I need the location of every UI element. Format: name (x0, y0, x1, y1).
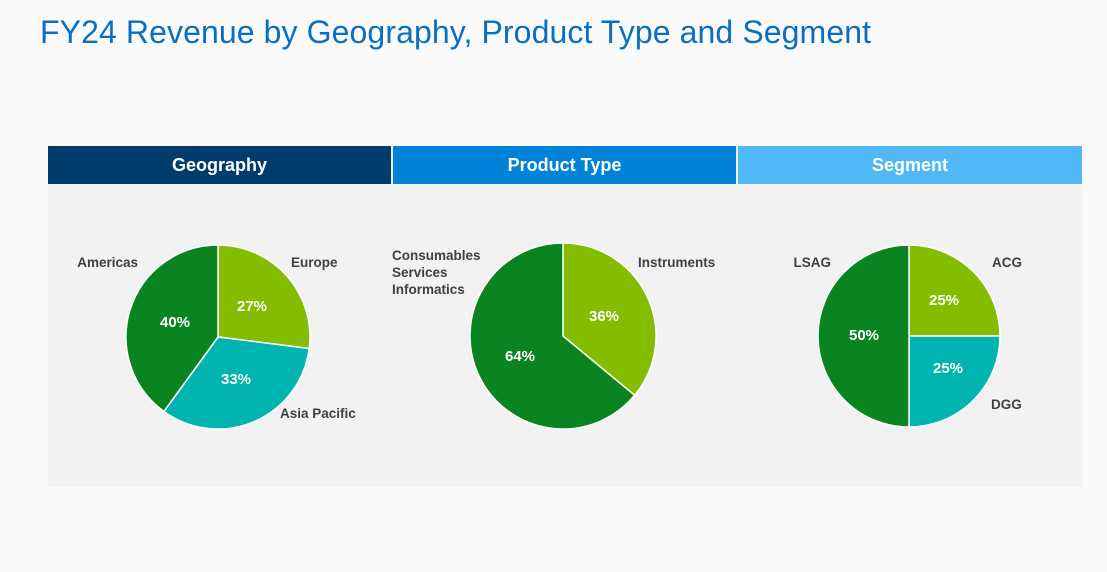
value-label-europe: 27% (237, 298, 267, 315)
pie-slice-europe (217, 244, 311, 350)
geography-pie: 27% Europe 33% Asia Pacific 40% Americas (77, 244, 356, 430)
category-label-dgg: DGG (991, 397, 1022, 412)
product-type-pie: 36% Instruments 64% Consumables Services Info… (392, 242, 715, 430)
category-label-acg: ACG (992, 255, 1022, 270)
value-label-instruments: 36% (589, 308, 619, 325)
value-label-lsag: 50% (849, 327, 879, 344)
value-label-consumables-services-informatics: 64% (505, 348, 535, 365)
pie-slice-dgg (908, 335, 1001, 428)
pie-slice-acg (908, 244, 1001, 337)
product-type-header: Product Type (393, 146, 736, 184)
pie-slice-asia-pacific (162, 336, 311, 430)
pie-slice-instruments (562, 242, 657, 397)
category-label-europe: Europe (291, 255, 338, 270)
category-label-instruments: Instruments (638, 255, 715, 270)
value-label-americas: 40% (160, 314, 190, 331)
category-label-asia-pacific: Asia Pacific (280, 406, 356, 421)
pie-slice-consumables-services-informatics (469, 242, 636, 430)
segment-header: Segment (738, 146, 1082, 184)
geography-header: Geography (48, 146, 391, 184)
category-label-consumables-services-informatics: Consumables Services Informatics (392, 248, 481, 297)
pie-slice-lsag (817, 244, 910, 428)
pie-slice-americas (125, 244, 219, 413)
segment-pie: 25% ACG 25% DGG 50% LSAG (793, 244, 1022, 428)
category-label-americas: Americas (77, 255, 138, 270)
value-label-acg: 25% (929, 292, 959, 309)
value-label-asia-pacific: 33% (221, 371, 251, 388)
page-title: FY24 Revenue by Geography, Product Type … (40, 14, 872, 50)
category-label-lsag: LSAG (793, 255, 831, 270)
value-label-dgg: 25% (933, 360, 963, 377)
